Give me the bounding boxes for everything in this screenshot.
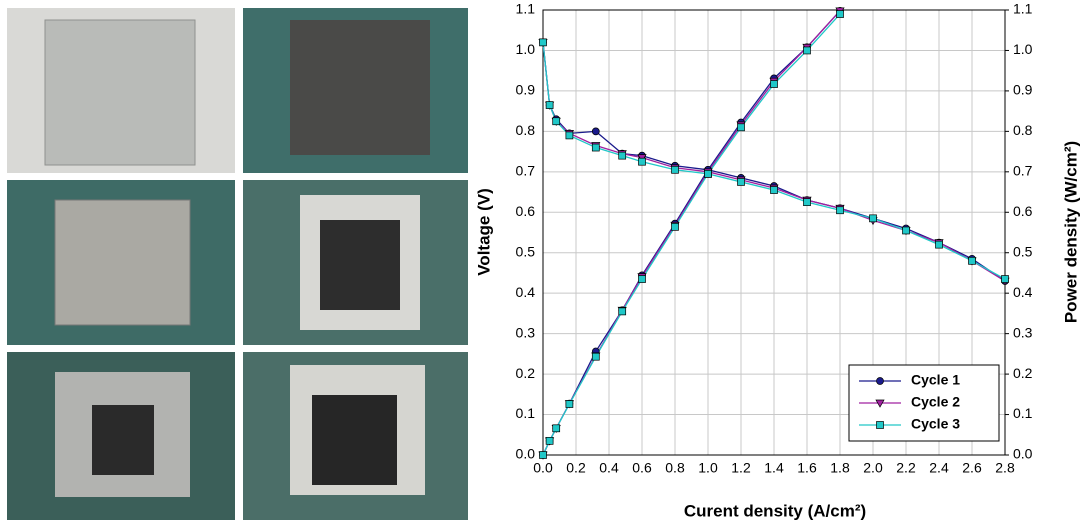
x-tick-label: 2.8 [995,460,1015,476]
marker [591,127,600,136]
marker [552,117,561,126]
y-tick-label: 0.5 [516,243,536,259]
y-axis-title: Voltage (V) [474,188,493,276]
marker [545,436,554,445]
plot-frame [542,9,1006,456]
marker [591,143,600,152]
marker [803,198,811,207]
marker [770,80,778,88]
y-tick-label: 0.7 [516,163,536,179]
photo-electrode [320,220,400,310]
y-tick-label: 0.0 [516,446,536,462]
marker [902,226,910,235]
y2-tick-label: 0.2 [1013,365,1033,381]
y-tick-label: 0.8 [516,122,536,138]
y-tick-label: 0.6 [516,203,536,219]
y-tick-label: 0.2 [516,365,536,381]
y2-tick-label: 1.0 [1013,41,1033,57]
power-line [542,13,841,456]
x-tick-label: 1.8 [830,460,850,476]
marker [836,10,844,18]
x-tick-label: 2.2 [896,460,916,476]
y2-axis-title: Power density (W/cm²) [1061,141,1080,323]
y2-tick-label: 0.9 [1013,82,1033,98]
y2-tick-label: 0.3 [1013,324,1033,340]
marker [565,131,574,140]
marker [552,424,561,433]
chart: Curent density (A/cm²) Voltage (V) Power… [474,1,1080,521]
marker [935,240,943,249]
x-tick-label: 2.0 [863,460,883,476]
x-tick-label: 2.6 [962,460,982,476]
legend-label: Cycle 1 [911,372,960,388]
marker [869,214,877,223]
marker [618,307,627,316]
marker [638,157,646,166]
x-axis-title: Curent density (A/cm²) [684,501,866,520]
photo-plate [44,19,196,166]
x-tick-label: 0.2 [566,460,586,476]
x-tick-label: 1.2 [731,460,751,476]
photo-electrode [92,405,154,475]
marker [591,352,600,361]
marker [876,421,884,429]
marker [770,186,778,194]
y2-tick-label: 0.8 [1013,122,1033,138]
y-tick-label: 1.0 [516,41,536,57]
y2-tick-label: 0.6 [1013,203,1033,219]
marker [671,222,679,231]
y-tick-label: 0.4 [516,284,536,300]
marker [1001,275,1009,283]
photo-panel [7,8,468,520]
x-tick-label: 1.4 [764,460,784,476]
y-tick-label: 0.1 [516,405,536,421]
y-tick-label: 1.1 [516,1,536,17]
marker [836,206,844,215]
photo-plate [54,199,191,326]
y2-tick-label: 0.0 [1013,446,1033,462]
marker [638,275,646,283]
y2-tick-label: 0.1 [1013,405,1033,421]
y2-tick-label: 1.1 [1013,1,1033,17]
y-tick-label: 0.9 [516,82,536,98]
x-tick-label: 0.0 [533,460,553,476]
marker [737,178,745,186]
marker [704,169,712,178]
legend-label: Cycle 2 [911,394,960,410]
photo-electrode [312,395,397,485]
x-tick-label: 0.8 [665,460,685,476]
y-tick-label: 0.3 [516,324,536,340]
power-line [542,10,841,456]
marker [565,400,574,408]
power-line [542,10,841,456]
marker [803,46,811,55]
marker [875,399,885,408]
x-tick-label: 0.6 [632,460,652,476]
marker [539,38,547,47]
marker [539,451,547,459]
marker [737,123,745,132]
marker [671,165,679,174]
marker [545,101,554,109]
legend-label: Cycle 3 [911,416,960,432]
x-tick-label: 0.4 [599,460,619,476]
marker [876,377,884,385]
y2-tick-label: 0.4 [1013,284,1033,300]
photo-plate [290,20,430,155]
x-tick-label: 1.6 [797,460,817,476]
marker [968,256,976,265]
x-tick-label: 1.0 [698,460,718,476]
marker [618,151,627,160]
y2-tick-label: 0.7 [1013,163,1033,179]
y2-tick-label: 0.5 [1013,243,1033,259]
x-tick-label: 2.4 [929,460,949,476]
